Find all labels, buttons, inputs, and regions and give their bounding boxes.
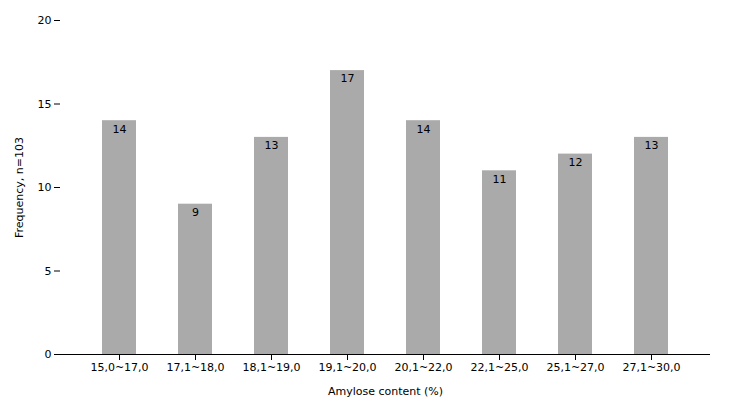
svg-text:19,1~20,0: 19,1~20,0 bbox=[318, 361, 376, 374]
svg-text:14: 14 bbox=[417, 123, 431, 136]
svg-text:22,1~25,0: 22,1~25,0 bbox=[470, 361, 528, 374]
svg-text:20,1~22,0: 20,1~22,0 bbox=[394, 361, 452, 374]
svg-text:20: 20 bbox=[38, 14, 52, 27]
svg-text:27,1~30,0: 27,1~30,0 bbox=[622, 361, 680, 374]
svg-text:13: 13 bbox=[645, 139, 659, 152]
svg-text:25,1~27,0: 25,1~27,0 bbox=[546, 361, 604, 374]
svg-text:12: 12 bbox=[569, 156, 583, 169]
svg-text:15,0~17,0: 15,0~17,0 bbox=[90, 361, 148, 374]
svg-text:11: 11 bbox=[493, 173, 507, 186]
svg-text:17,1~18,0: 17,1~18,0 bbox=[166, 361, 224, 374]
svg-text:17: 17 bbox=[341, 72, 355, 85]
svg-text:15: 15 bbox=[38, 98, 52, 111]
svg-text:Frequency, n=103: Frequency, n=103 bbox=[13, 137, 26, 238]
svg-text:5: 5 bbox=[45, 265, 52, 278]
svg-text:10: 10 bbox=[38, 181, 52, 194]
svg-text:0: 0 bbox=[45, 348, 52, 361]
svg-text:13: 13 bbox=[265, 139, 279, 152]
svg-text:14: 14 bbox=[113, 123, 127, 136]
svg-text:Amylose content (%): Amylose content (%) bbox=[328, 385, 443, 398]
svg-text:9: 9 bbox=[192, 206, 199, 219]
svg-text:18,1~19,0: 18,1~19,0 bbox=[242, 361, 300, 374]
